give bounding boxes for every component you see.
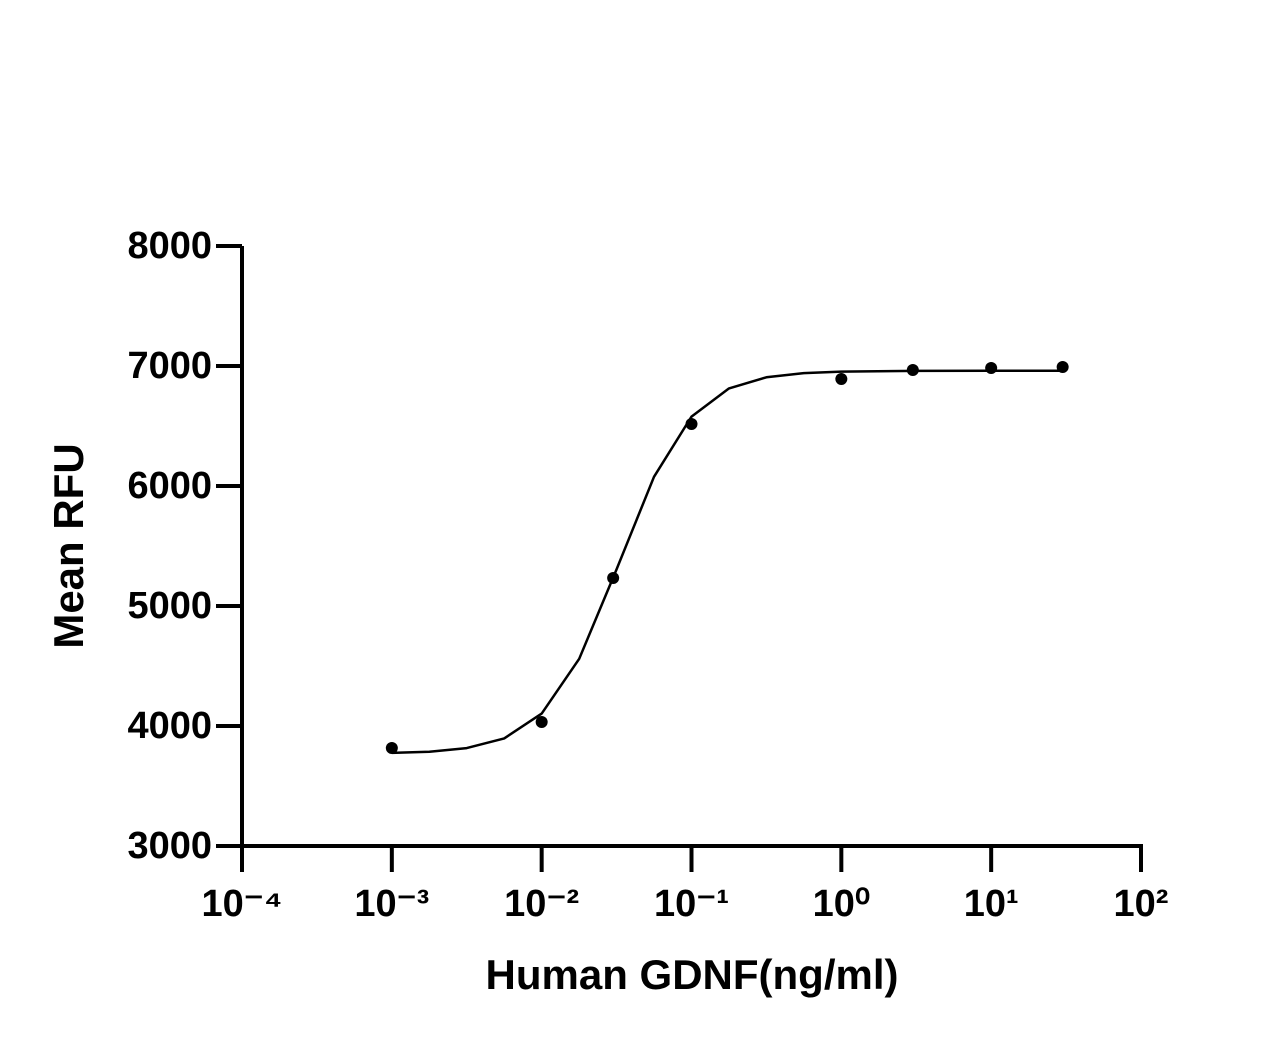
fit-curve: [391, 369, 1063, 755]
x-tick-label: 10⁻³: [354, 883, 429, 925]
data-point: [985, 362, 998, 375]
y-axis-label: Mean RFU: [45, 443, 92, 648]
x-tick-label: 10²: [1114, 883, 1169, 925]
y-tick-label: 3000: [127, 825, 212, 867]
data-point: [385, 741, 398, 754]
x-tick-label: 10⁰: [813, 883, 871, 925]
x-tick-label: 10⁻²: [504, 883, 579, 925]
x-tick-label: 10¹: [964, 883, 1019, 925]
y-tick-label: 5000: [127, 585, 212, 627]
x-tick-label: 10⁻⁴: [201, 883, 282, 925]
y-tick-label: 6000: [127, 465, 212, 507]
x-axis-label: Human GDNF(ng/ml): [486, 951, 899, 998]
y-tick-label: 7000: [127, 345, 212, 387]
y-tick-label: 4000: [127, 705, 212, 747]
data-point: [535, 716, 548, 729]
x-tick-label: 10⁻¹: [654, 883, 729, 925]
data-point: [835, 372, 848, 385]
y-tick-label: 8000: [127, 225, 212, 267]
